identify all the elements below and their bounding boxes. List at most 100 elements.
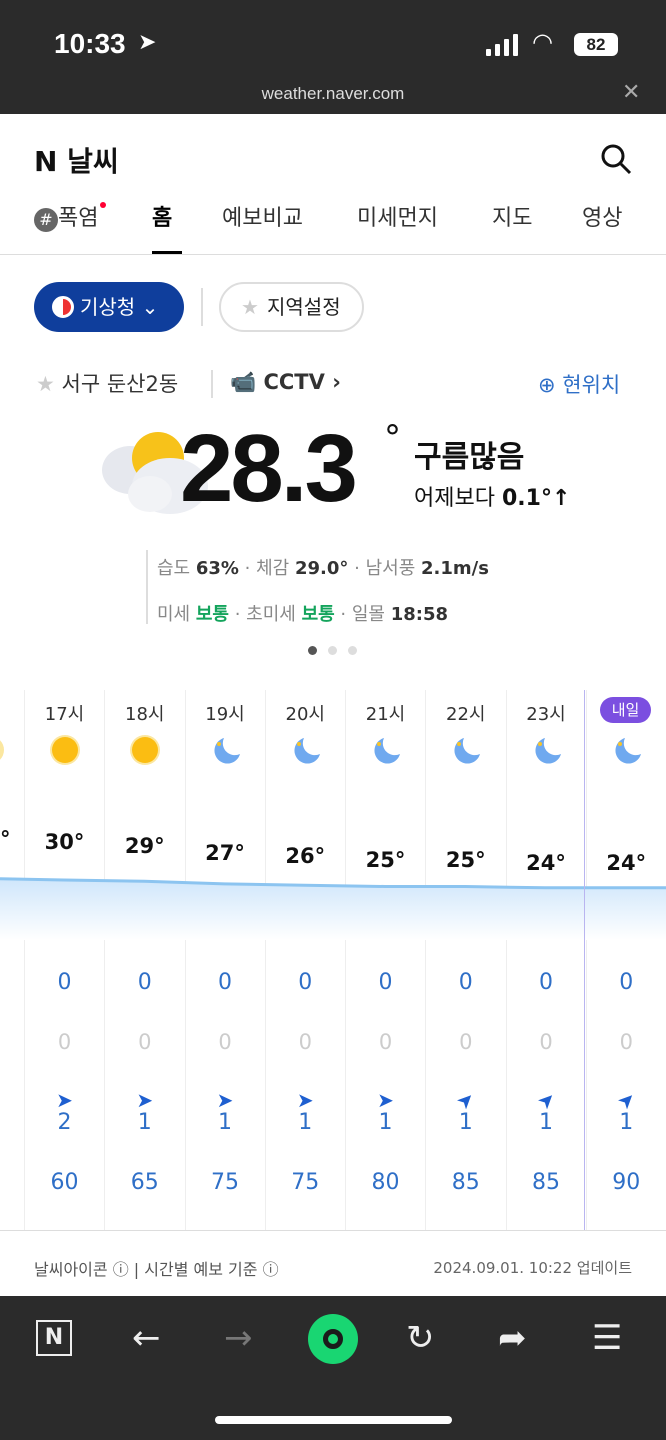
region-setting-button[interactable]: ★ 지역설정 — [219, 282, 364, 332]
hour-temp: 24° — [606, 851, 647, 875]
refresh-icon[interactable]: ↻ — [406, 1318, 435, 1358]
moon-icon — [213, 738, 240, 764]
kma-logo-icon — [52, 296, 74, 318]
signal-icon — [486, 34, 522, 56]
hour-column: 22시 25° 0 0 ➤ 1 85 — [425, 690, 505, 1230]
hour-column: ° — [0, 690, 24, 1230]
humidity: 65 — [130, 1170, 159, 1195]
url-bar[interactable]: weather.naver.com — [261, 84, 405, 103]
divider — [211, 370, 213, 398]
hour-column: 18시 29° 0 0 ➤ 1 65 — [104, 690, 184, 1230]
close-icon[interactable]: ✕ — [622, 80, 641, 105]
divider — [146, 550, 148, 624]
yesterday-compare: 어제보다 0.1°↑ — [414, 486, 571, 511]
hour-temp: 29° — [124, 833, 165, 858]
favorite-location[interactable]: ★ 서구 둔산2동 — [36, 372, 179, 396]
precipitation: 0 — [137, 970, 152, 995]
precip-probability: 0 — [218, 1030, 232, 1054]
hour-temp: 25° — [365, 847, 406, 872]
current-temperature: 28.3 — [180, 415, 358, 522]
wind-speed: 1 — [298, 1110, 313, 1135]
hour-column: 24° 0 0 ➤ 1 90 — [585, 690, 666, 1230]
wind-direction-icon: ➤ — [296, 1088, 314, 1112]
moon-icon — [615, 738, 641, 764]
share-icon[interactable]: ➦ — [498, 1318, 527, 1358]
hour-temp: 30° — [44, 830, 85, 854]
green-dot-icon[interactable] — [308, 1314, 358, 1364]
tab-home[interactable]: 홈 — [152, 206, 173, 231]
crosshair-icon: ⊕ — [538, 373, 556, 397]
hour-column: 23시 24° 0 0 ➤ 1 85 — [505, 690, 586, 1230]
tab-map[interactable]: 지도 — [492, 206, 533, 231]
precip-probability: 0 — [378, 1030, 393, 1054]
sun-icon — [50, 735, 80, 765]
precip-probability: 0 — [298, 1030, 312, 1054]
precip-probability: 0 — [539, 1030, 553, 1054]
tab-fine-dust[interactable]: 미세먼지 — [357, 206, 438, 231]
tab-heatwave[interactable]: # 폭염 — [34, 200, 107, 232]
forward-icon[interactable]: → — [224, 1318, 253, 1358]
humidity: 75 — [211, 1170, 239, 1195]
degree-symbol: ° — [384, 418, 401, 458]
hour-column: 19시 27° 0 0 ➤ 1 75 — [184, 690, 265, 1230]
moon-icon — [374, 738, 400, 764]
hour-temp: 27° — [205, 840, 245, 865]
divider — [0, 1230, 666, 1231]
hour-column: 20시 26° 0 0 ➤ 1 75 — [264, 690, 345, 1230]
hour-label: 19시 — [205, 704, 245, 725]
tab-video[interactable]: 영상 — [582, 206, 623, 231]
tomorrow-badge: 내일 — [600, 697, 651, 723]
hour-label: 18시 — [125, 704, 165, 725]
hour-label: 20시 — [285, 704, 325, 725]
star-icon: ★ — [36, 372, 55, 396]
humidity: 90 — [612, 1170, 641, 1195]
wind-speed: 1 — [137, 1110, 152, 1135]
home-indicator — [215, 1416, 452, 1424]
weather-condition: 구름많음 — [414, 440, 525, 475]
wind-direction-icon: ➤ — [377, 1088, 394, 1112]
chevron-down-icon: ⌄ — [141, 295, 159, 319]
divider — [201, 288, 203, 326]
provider-select[interactable]: 기상청 ⌄ — [34, 282, 184, 332]
moon-icon — [534, 738, 561, 764]
wind-speed: 1 — [218, 1110, 232, 1135]
hour-temp: 25° — [445, 847, 486, 872]
carousel-dot[interactable] — [328, 646, 337, 655]
info-icon[interactable]: ⓘ — [112, 1260, 129, 1279]
search-icon[interactable] — [600, 143, 632, 175]
wind-direction-icon: ➤ — [56, 1088, 73, 1112]
current-location-button[interactable]: ⊕ 현위치 — [538, 373, 621, 397]
tab-forecast-compare[interactable]: 예보비교 — [222, 206, 303, 231]
chevron-right-icon: › — [332, 370, 341, 394]
precipitation: 0 — [218, 970, 232, 995]
hour-temp: ° — [0, 826, 11, 851]
hour-column: 21시 25° 0 0 ➤ 1 80 — [345, 690, 425, 1230]
wind-speed: 1 — [378, 1110, 393, 1135]
precipitation: 0 — [57, 970, 72, 995]
humidity: 80 — [371, 1170, 400, 1195]
moon-icon — [454, 738, 481, 764]
star-icon: ★ — [241, 295, 259, 319]
cctv-link[interactable]: 📹 CCTV › — [230, 370, 341, 394]
naver-weather-logo[interactable]: N 날씨 — [34, 145, 119, 178]
humidity: 85 — [451, 1170, 480, 1195]
new-dot — [100, 202, 107, 208]
naver-home-icon[interactable]: N — [36, 1320, 72, 1356]
active-tab-indicator — [152, 251, 182, 254]
wind-speed: 1 — [539, 1110, 553, 1135]
carousel-dot-active[interactable] — [308, 646, 317, 655]
wind-direction-icon: ➤ — [136, 1088, 154, 1112]
info-icon[interactable]: ⓘ — [262, 1260, 279, 1279]
wind-speed: 1 — [619, 1110, 634, 1135]
divider — [0, 254, 666, 255]
sun-icon — [0, 740, 4, 760]
hour-label: 17시 — [44, 704, 85, 725]
precip-probability: 0 — [459, 1030, 473, 1054]
carousel-dot[interactable] — [348, 646, 357, 655]
menu-icon[interactable]: ☰ — [592, 1318, 623, 1358]
hour-temp: 26° — [285, 844, 326, 868]
partly-cloudy-icon — [102, 432, 208, 514]
back-icon[interactable]: ← — [132, 1318, 161, 1358]
update-time: 2024.09.01. 10:22 업데이트 — [433, 1259, 632, 1277]
battery-icon: 82 — [574, 33, 618, 56]
